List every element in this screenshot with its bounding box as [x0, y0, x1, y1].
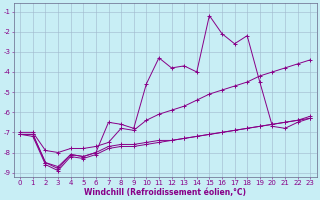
X-axis label: Windchill (Refroidissement éolien,°C): Windchill (Refroidissement éolien,°C): [84, 188, 246, 197]
